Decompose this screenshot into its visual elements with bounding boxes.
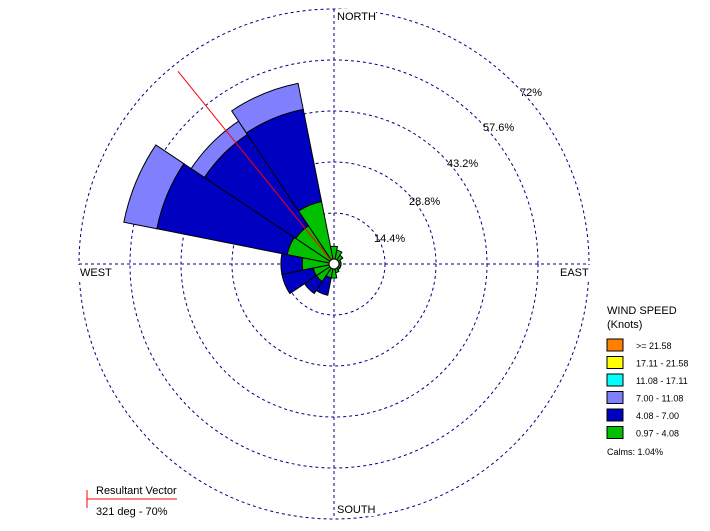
petal-270-band-2 xyxy=(280,253,304,275)
direction-label-west: WEST xyxy=(80,267,112,279)
direction-labels: NORTH SOUTH WEST EAST xyxy=(78,9,592,516)
legend-swatch-2 xyxy=(606,356,624,369)
legend-label-2: 17.11 - 21.58 xyxy=(636,359,688,369)
petal-0-band-1 xyxy=(329,245,339,265)
legend-swatch-4 xyxy=(606,391,624,404)
ring-labels: 14.4% 28.8% 43.2% 57.6% 72% xyxy=(374,87,542,245)
resultant-vector xyxy=(177,71,335,265)
legend-label-4: 7.00 - 11.08 xyxy=(636,394,683,404)
ring-label-4: 57.6% xyxy=(483,122,514,134)
resultant-vector-legend: Resultant Vector 321 deg - 70% xyxy=(86,485,177,518)
legend-label-1: >= 21.58 xyxy=(636,341,672,351)
direction-label-north: NORTH xyxy=(337,11,376,23)
legend-swatch-5 xyxy=(606,408,624,422)
legend-swatch-6 xyxy=(606,426,624,439)
legend-swatch-3 xyxy=(606,373,624,387)
legend-label-5: 4.08 - 7.00 xyxy=(636,411,679,421)
petal-247.5-band-2 xyxy=(281,267,318,295)
direction-label-east: EAST xyxy=(560,267,589,279)
calm-center-circle xyxy=(328,258,340,270)
petal-292.5-band-3 xyxy=(123,144,185,230)
vector-legend-title: Resultant Vector xyxy=(96,485,177,497)
legend-subtitle: (Knots) xyxy=(607,319,642,331)
legend: WIND SPEED (Knots) >= 21.58 17.11 - 21.58… xyxy=(606,305,688,457)
legend-swatch-1 xyxy=(606,338,624,352)
resultant-vector-line xyxy=(177,71,335,265)
ring-label-5: 72% xyxy=(520,87,542,99)
wind-petals xyxy=(123,82,344,296)
petal-337.5-band-3 xyxy=(230,82,304,134)
ring-label-2: 28.8% xyxy=(409,196,440,208)
legend-title: WIND SPEED xyxy=(607,305,677,317)
vector-legend-value: 321 deg - 70% xyxy=(96,506,168,518)
ring-label-3: 43.2% xyxy=(447,158,478,170)
petal-225-band-2 xyxy=(303,275,323,295)
direction-label-south: SOUTH xyxy=(337,504,376,516)
legend-label-6: 0.97 - 4.08 xyxy=(636,429,679,439)
legend-calms: Calms: 1.04% xyxy=(607,447,663,457)
legend-label-3: 11.08 - 17.11 xyxy=(636,376,688,386)
ring-label-1: 14.4% xyxy=(374,233,405,245)
